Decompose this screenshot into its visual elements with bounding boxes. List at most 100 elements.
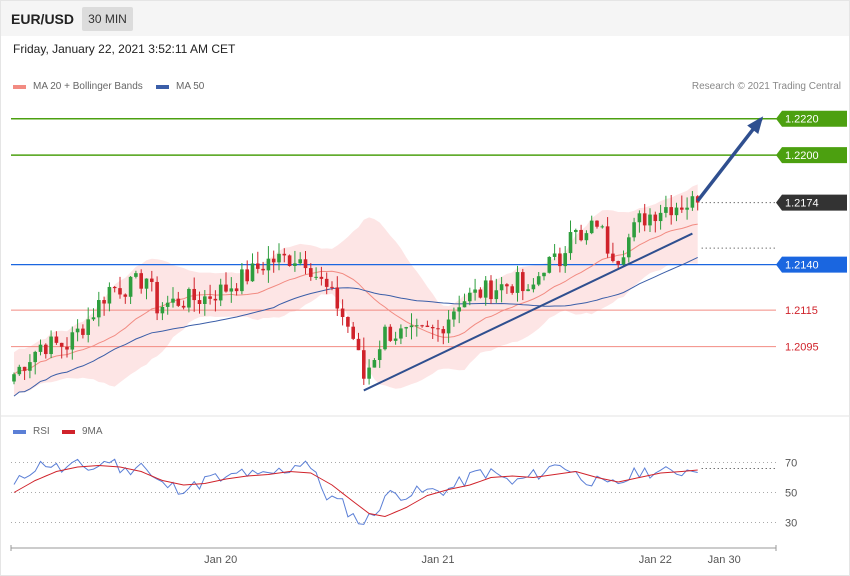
candle <box>483 276 488 306</box>
candle <box>595 220 599 229</box>
rsi-ma-legend-label: 9MA <box>82 426 103 437</box>
candle <box>589 215 594 235</box>
candle-body <box>123 294 128 297</box>
candle <box>552 244 557 261</box>
candle <box>229 277 234 303</box>
candle <box>208 284 212 305</box>
candle <box>128 275 133 305</box>
candle <box>563 246 567 273</box>
candle-body <box>356 338 361 351</box>
candle <box>515 265 520 302</box>
candle <box>446 310 451 343</box>
candle-body <box>134 273 138 277</box>
candle <box>531 278 536 293</box>
candle-body <box>680 207 684 210</box>
candle <box>346 316 350 333</box>
candle-body <box>441 329 446 334</box>
candle-body <box>372 360 377 368</box>
forecast-arrow-shaft <box>696 117 763 202</box>
candle <box>558 247 562 273</box>
rsi-swatch <box>13 429 26 434</box>
candle-body <box>139 273 143 289</box>
candle-body <box>176 298 181 306</box>
candle-body <box>404 327 408 329</box>
candle-body <box>489 280 493 300</box>
candle-body <box>552 253 557 257</box>
candle-body <box>17 366 22 375</box>
candle-body <box>229 288 234 292</box>
candle <box>542 272 546 281</box>
candle <box>256 251 260 274</box>
candle-body <box>568 232 573 254</box>
ma20-legend-label: MA 20 + Bollinger Bands <box>33 81 143 92</box>
candle <box>521 268 525 301</box>
candle <box>139 269 143 294</box>
candle <box>526 284 530 292</box>
candle <box>388 324 393 342</box>
candle <box>28 354 32 379</box>
level-tag-1.2174 <box>776 194 847 211</box>
candle <box>574 228 578 245</box>
candle <box>611 242 615 263</box>
candle <box>600 224 605 229</box>
candle <box>473 278 477 301</box>
candle-body <box>621 257 626 265</box>
x-tick-label: Jan 22 <box>639 554 672 566</box>
timeframe-button[interactable]: 30 MIN <box>82 7 133 31</box>
support-trendline <box>363 232 693 392</box>
candle-body <box>330 286 334 288</box>
candle <box>155 276 159 321</box>
candle <box>102 296 106 316</box>
candle <box>75 319 80 342</box>
candle-body <box>102 300 106 304</box>
candle-body <box>261 268 265 271</box>
candle <box>680 195 684 213</box>
candle <box>309 263 313 281</box>
candle <box>192 277 196 312</box>
candle <box>271 250 276 273</box>
candle-body <box>70 332 75 350</box>
candle-body <box>600 226 605 228</box>
candle <box>351 321 355 341</box>
candle <box>261 261 265 275</box>
candle <box>224 272 228 293</box>
candle-body <box>118 288 122 295</box>
candle <box>510 284 514 295</box>
candle-body <box>224 284 228 292</box>
candle <box>658 204 663 230</box>
candle <box>303 250 308 275</box>
level-label-1.2115: 1.2115 <box>785 305 818 317</box>
candle-body <box>335 287 340 309</box>
ma50-line <box>13 256 698 397</box>
candle <box>685 197 689 220</box>
candle-body <box>256 263 260 269</box>
rsi-line <box>13 458 698 525</box>
candle-body <box>192 288 196 301</box>
candle <box>425 320 430 328</box>
candle <box>621 250 626 266</box>
candle-body <box>203 296 207 304</box>
candle-body <box>240 269 244 292</box>
candle <box>319 266 324 286</box>
candle <box>642 203 647 232</box>
chart-header: EUR/USD 30 MIN <box>0 0 850 36</box>
candle <box>404 326 408 337</box>
candle <box>213 290 218 312</box>
candle-body <box>38 344 43 352</box>
candle <box>690 190 695 211</box>
candle-body <box>436 328 440 330</box>
candle <box>123 293 128 304</box>
level-label-1.2220: 1.2220 <box>785 114 819 126</box>
candle-body <box>648 214 652 226</box>
candle <box>489 275 493 304</box>
level-label-1.2140: 1.2140 <box>785 260 819 272</box>
candle-body <box>589 220 594 234</box>
candle-body <box>658 212 663 222</box>
candle-body <box>499 284 504 291</box>
candle-body <box>351 326 355 339</box>
candle-body <box>420 325 424 327</box>
candle <box>420 324 424 328</box>
candle <box>499 276 504 303</box>
candle-body <box>155 281 159 314</box>
candle <box>112 285 117 293</box>
